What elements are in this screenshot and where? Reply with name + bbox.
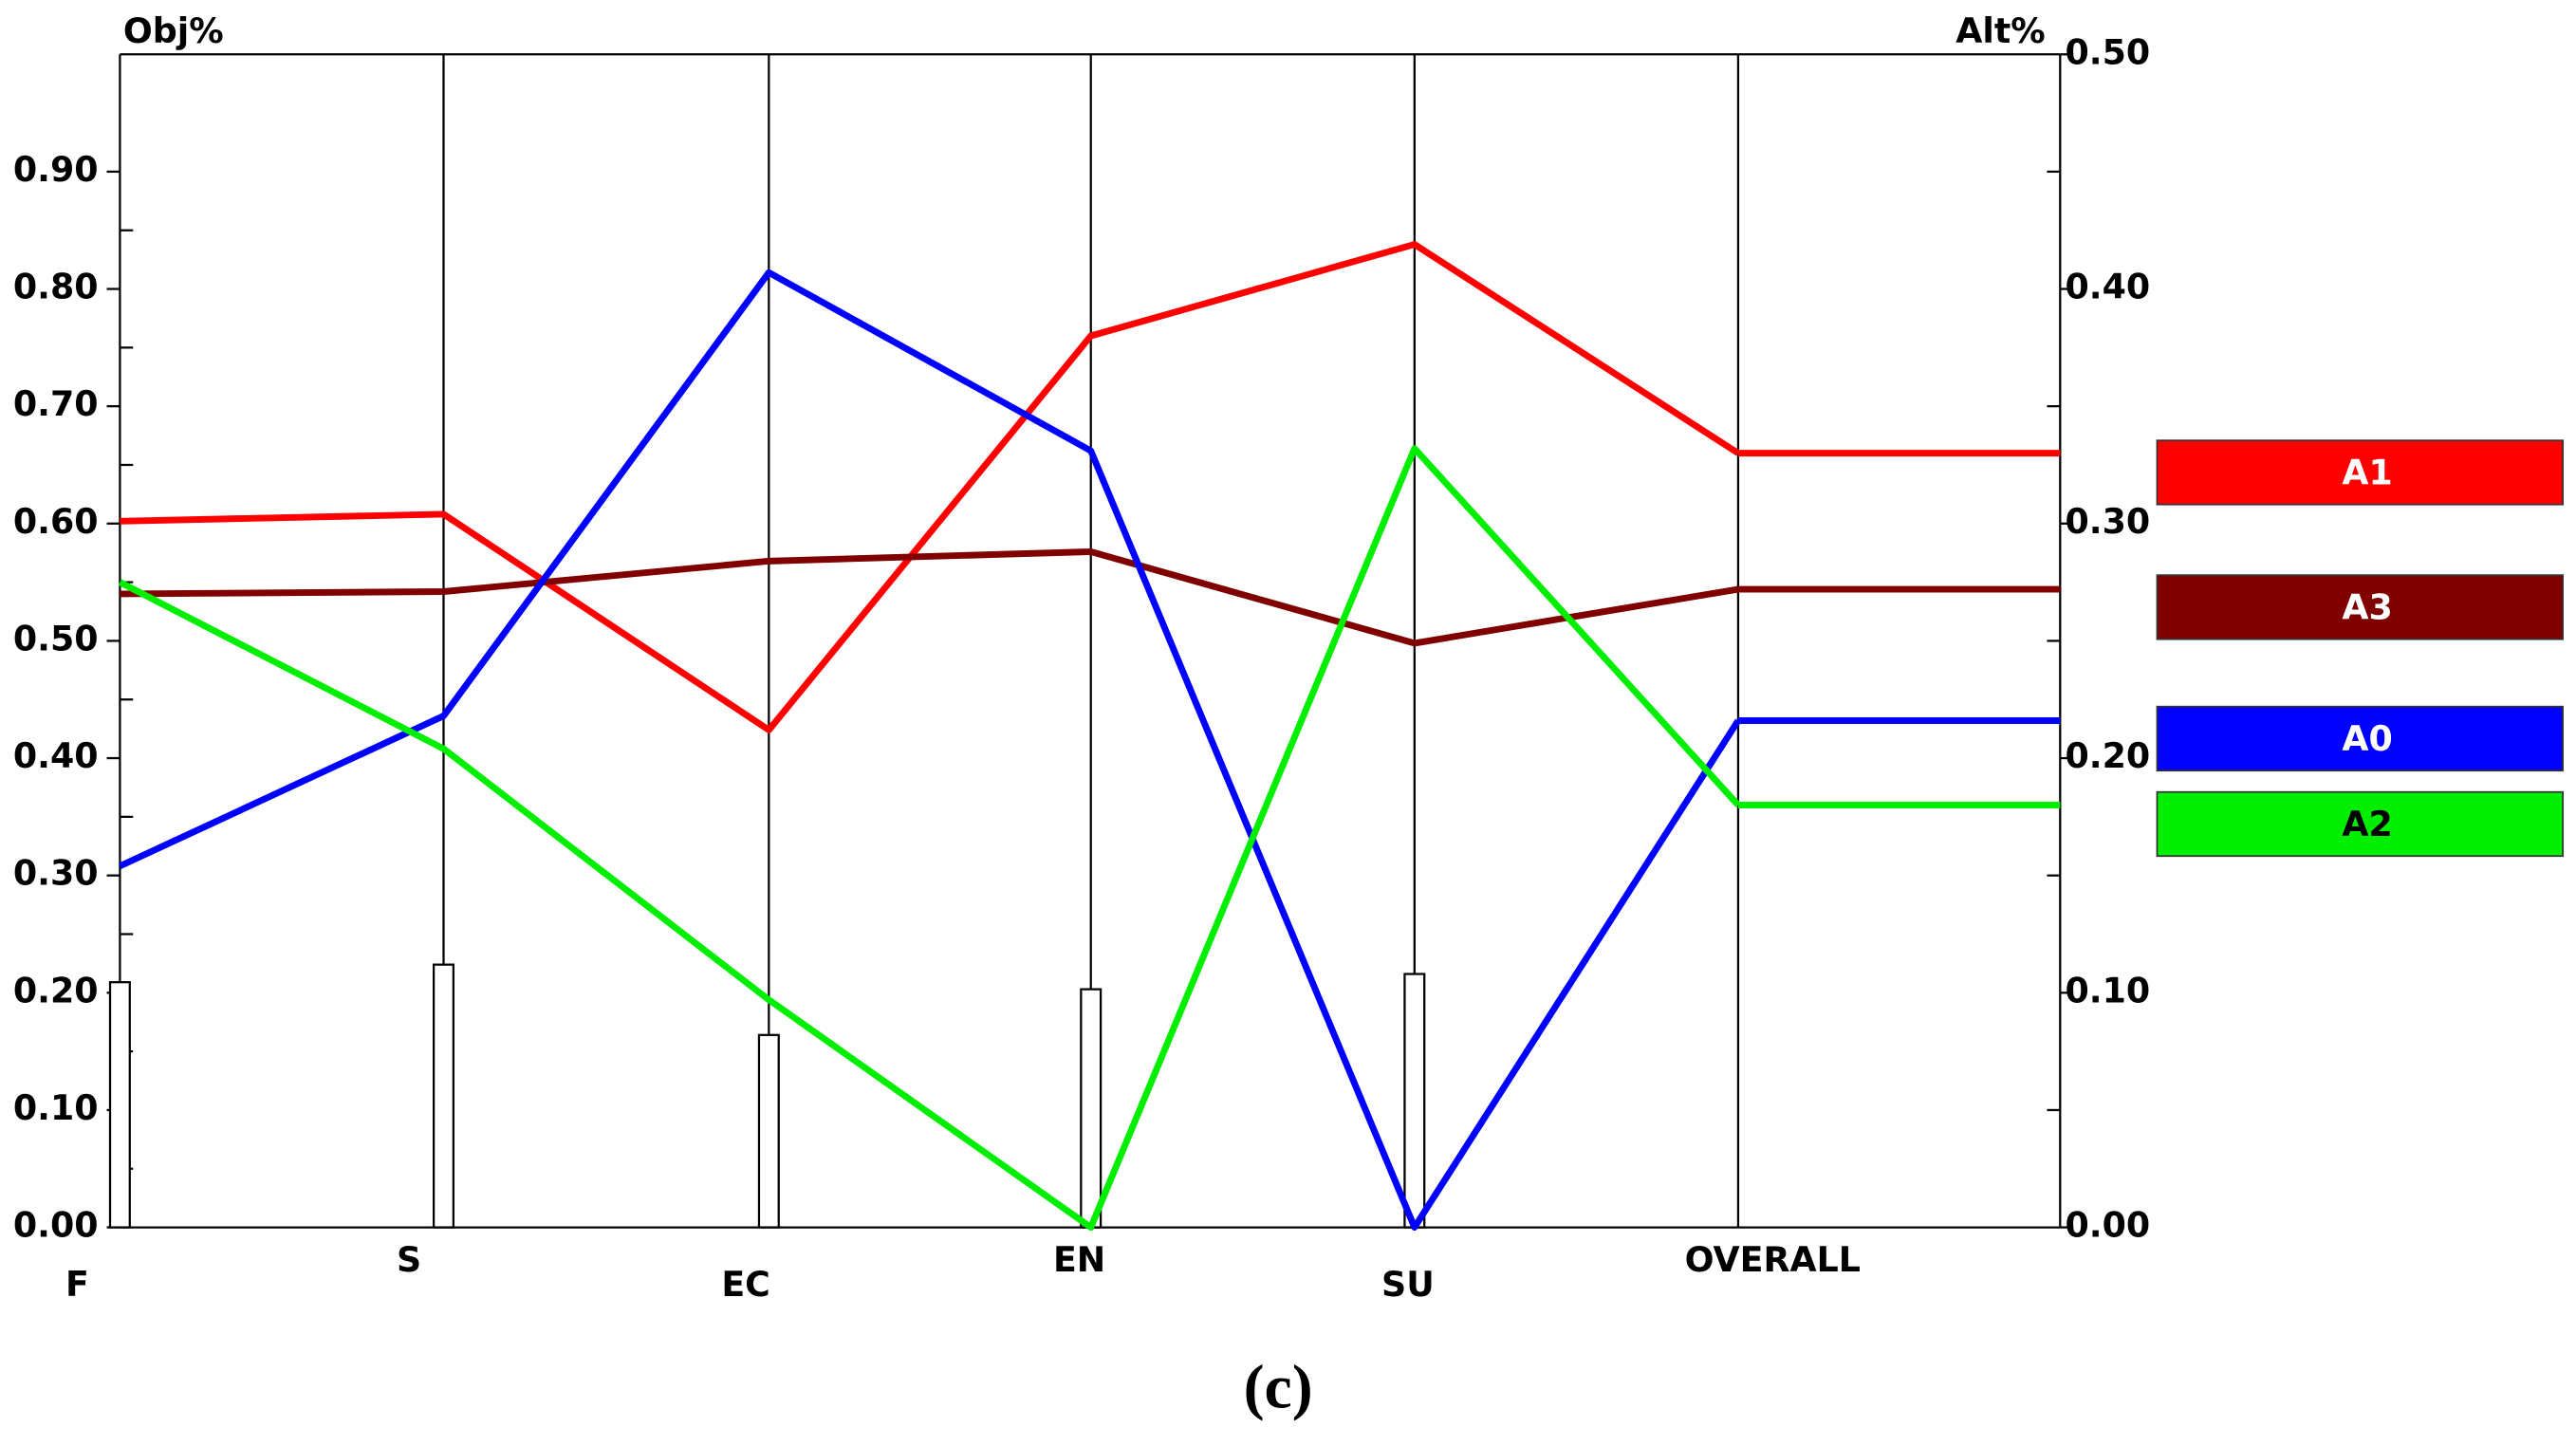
legend-swatch xyxy=(2156,790,2565,858)
x-tick-label: F xyxy=(65,1264,89,1305)
y2-axis-label: Alt% xyxy=(1955,10,2045,51)
x-tick-label: OVERALL xyxy=(1685,1239,1861,1280)
legend-item: A2 xyxy=(2156,790,2565,858)
legend-item: A3 xyxy=(2156,574,2565,640)
legend-swatch xyxy=(2156,439,2565,506)
weight-bar xyxy=(108,981,131,1229)
legend-item: A1 xyxy=(2156,439,2565,506)
y-tick-label: 0.40 xyxy=(13,735,99,776)
x-tick-label: SU xyxy=(1381,1264,1435,1305)
weight-bar xyxy=(1080,988,1103,1229)
y-tick-label: 0.30 xyxy=(13,853,99,894)
y2-tick-label: 0.20 xyxy=(2066,735,2151,776)
y-tick-label: 0.90 xyxy=(13,149,99,190)
legend-item: A0 xyxy=(2156,705,2565,772)
weight-bar xyxy=(1403,973,1426,1229)
y-tick-label: 0.20 xyxy=(13,970,99,1010)
caption: (c) xyxy=(1244,1353,1313,1422)
y-tick-label: 0.80 xyxy=(13,267,99,307)
y-axis-label: Obj% xyxy=(123,10,224,51)
legend-label: A3 xyxy=(2342,587,2392,628)
series-line xyxy=(120,548,1739,647)
legend-label: A1 xyxy=(2342,453,2392,493)
legend-label: A2 xyxy=(2342,804,2392,844)
y2-tick-label: 0.30 xyxy=(2066,501,2151,542)
y2-tick-label: 0.10 xyxy=(2066,970,2151,1010)
y-tick-label: 0.10 xyxy=(13,1087,99,1128)
series-line xyxy=(120,241,1740,733)
series-line xyxy=(118,269,1741,1232)
y2-tick-label: 0.00 xyxy=(2066,1205,2151,1246)
weight-bar xyxy=(432,963,455,1229)
legend-swatch xyxy=(2156,705,2565,772)
y2-tick-label: 0.50 xyxy=(2066,31,2151,72)
x-tick-label: S xyxy=(397,1239,421,1280)
y-tick-label: 0.50 xyxy=(13,618,99,658)
y-tick-label: 0.00 xyxy=(13,1205,99,1246)
series-line xyxy=(118,445,1741,1232)
weight-bar xyxy=(757,1033,780,1229)
x-tick-label: EN xyxy=(1053,1239,1105,1280)
x-tick-label: EC xyxy=(721,1264,770,1305)
legend-label: A0 xyxy=(2342,718,2392,759)
legend-swatch xyxy=(2156,574,2565,640)
y-tick-label: 0.70 xyxy=(13,383,99,424)
y-tick-label: 0.60 xyxy=(13,501,99,542)
y2-tick-label: 0.40 xyxy=(2066,267,2151,307)
